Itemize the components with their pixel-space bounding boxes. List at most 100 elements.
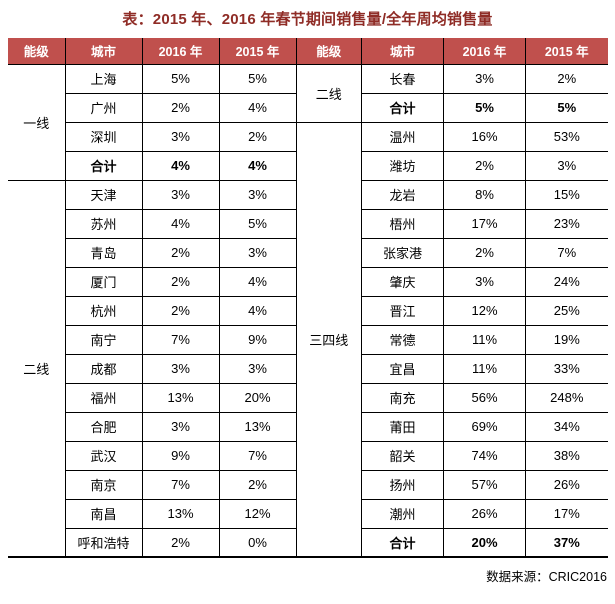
value-2016-cell: 2% (443, 237, 526, 268)
value-2015-cell: 25% (525, 295, 608, 326)
value-2015-cell: 13% (218, 411, 297, 442)
city-cell: 深圳 (64, 121, 143, 152)
table-row: 合肥 3% 13% (8, 411, 297, 442)
value-2015-cell: 19% (525, 324, 608, 355)
value-2015-cell: 4% (218, 295, 297, 326)
value-2016-cell: 9% (141, 440, 220, 471)
table-row: 福州 13% 20% (8, 382, 297, 413)
value-2015-cell: 20% (218, 382, 297, 413)
value-2016-cell: 2% (141, 527, 220, 558)
value-2016-cell: 2% (141, 266, 220, 297)
value-2015-cell: 5% (525, 92, 608, 123)
city-cell: 苏州 (64, 208, 143, 239)
value-2016-cell: 11% (443, 324, 526, 355)
value-2015-cell: 7% (218, 440, 297, 471)
value-2016-cell: 3% (141, 121, 220, 152)
tier-cell: 一线 (8, 63, 66, 181)
value-2015-cell: 24% (525, 266, 608, 297)
value-2015-cell: 38% (525, 440, 608, 471)
tier-cell: 二线 (8, 179, 66, 558)
table-row: 合计 20% 37% (297, 527, 608, 558)
city-cell: 龙岩 (361, 179, 444, 210)
value-2016-cell: 16% (443, 121, 526, 152)
tier-cell: 二线 (296, 63, 362, 123)
value-2016-cell: 17% (443, 208, 526, 239)
value-2016-cell: 8% (443, 179, 526, 210)
value-2016-cell: 7% (141, 469, 220, 500)
header-cell: 能级 (296, 38, 362, 65)
value-2015-cell: 3% (525, 150, 608, 181)
value-2015-cell: 7% (525, 237, 608, 268)
value-2016-cell: 13% (141, 498, 220, 529)
value-2016-cell: 4% (141, 150, 220, 181)
table-row: 深圳 3% 2% (8, 121, 297, 152)
city-cell: 厦门 (64, 266, 143, 297)
city-cell: 张家港 (361, 237, 444, 268)
value-2016-cell: 3% (141, 353, 220, 384)
city-cell: 合肥 (64, 411, 143, 442)
table-row: 合计 4% 4% (8, 150, 297, 181)
value-2015-cell: 4% (218, 150, 297, 181)
table-row: 南宁 7% 9% (8, 324, 297, 355)
value-2015-cell: 15% (525, 179, 608, 210)
table-row: 广州 2% 4% (8, 92, 297, 123)
value-2015-cell: 2% (218, 469, 297, 500)
value-2016-cell: 56% (443, 382, 526, 413)
table-row: 莆田 69% 34% (297, 411, 608, 442)
tier-cell: 三四线 (296, 121, 362, 558)
table-row: 宜昌 11% 33% (297, 353, 608, 384)
table-row: 呼和浩特 2% 0% (8, 527, 297, 558)
city-cell: 合计 (361, 92, 444, 123)
city-cell: 肇庆 (361, 266, 444, 297)
table-row: 南充 56% 248% (297, 382, 608, 413)
value-2015-cell: 5% (218, 208, 297, 239)
table-row: 南昌 13% 12% (8, 498, 297, 529)
value-2016-cell: 3% (443, 266, 526, 297)
value-2016-cell: 13% (141, 382, 220, 413)
city-cell: 呼和浩特 (64, 527, 143, 558)
value-2015-cell: 37% (525, 527, 608, 558)
value-2016-cell: 2% (141, 92, 220, 123)
city-cell: 成都 (64, 353, 143, 384)
city-cell: 晋江 (361, 295, 444, 326)
value-2015-cell: 3% (218, 353, 297, 384)
city-cell: 常德 (361, 324, 444, 355)
value-2015-cell: 9% (218, 324, 297, 355)
table-row: 成都 3% 3% (8, 353, 297, 384)
city-cell: 温州 (361, 121, 444, 152)
city-cell: 广州 (64, 92, 143, 123)
value-2016-cell: 5% (141, 63, 220, 94)
city-cell: 宜昌 (361, 353, 444, 384)
city-cell: 天津 (64, 179, 143, 210)
city-cell: 合计 (64, 150, 143, 181)
value-2016-cell: 2% (141, 295, 220, 326)
header-cell: 2015 年 (218, 38, 297, 65)
value-2016-cell: 2% (443, 150, 526, 181)
header-cell: 城市 (64, 38, 143, 65)
value-2015-cell: 17% (525, 498, 608, 529)
value-2015-cell: 4% (218, 92, 297, 123)
sales-table-left: 能级 城市 2016 年 2015 年一线 上海 5% 5% 广州 2% 4% 深圳 3% 2% 合计 4%… (8, 38, 297, 558)
table-row: 常德 11% 19% (297, 324, 608, 355)
city-cell: 韶关 (361, 440, 444, 471)
table-row: 苏州 4% 5% (8, 208, 297, 239)
city-cell: 莆田 (361, 411, 444, 442)
table-row: 梧州 17% 23% (297, 208, 608, 239)
value-2015-cell: 0% (218, 527, 297, 558)
city-cell: 扬州 (361, 469, 444, 500)
value-2015-cell: 26% (525, 469, 608, 500)
value-2016-cell: 3% (141, 179, 220, 210)
header-cell: 2016 年 (141, 38, 220, 65)
value-2016-cell: 11% (443, 353, 526, 384)
table-row: 杭州 2% 4% (8, 295, 297, 326)
city-cell: 梧州 (361, 208, 444, 239)
city-cell: 南宁 (64, 324, 143, 355)
value-2016-cell: 3% (141, 411, 220, 442)
table-row: 潮州 26% 17% (297, 498, 608, 529)
table-title: 表：2015 年、2016 年春节期间销售量/全年周均销售量 (122, 11, 493, 28)
value-2015-cell: 12% (218, 498, 297, 529)
table-row: 武汉 9% 7% (8, 440, 297, 471)
table-row: 龙岩 8% 15% (297, 179, 608, 210)
value-2015-cell: 33% (525, 353, 608, 384)
